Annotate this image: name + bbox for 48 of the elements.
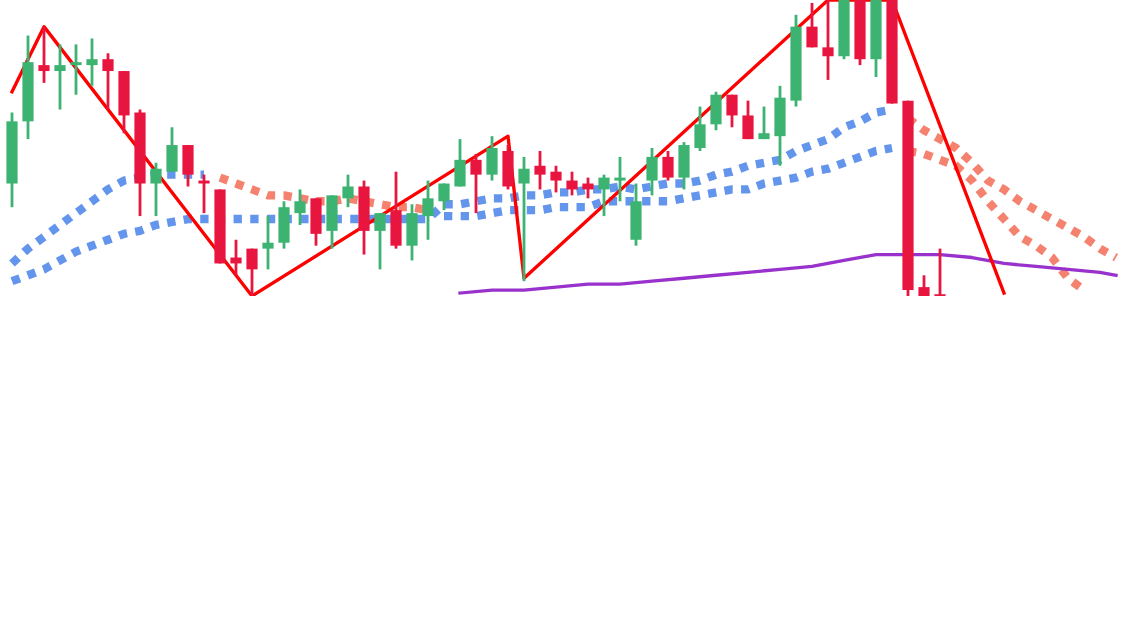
candlestick (278, 199, 290, 251)
candlestick (326, 193, 338, 251)
candlestick (246, 247, 258, 296)
candlestick (454, 137, 466, 188)
candlestick (358, 179, 370, 256)
candlestick (806, 1, 818, 49)
candlestick (86, 37, 98, 88)
candlestick (742, 99, 754, 141)
candlestick (342, 173, 354, 209)
candlestick (582, 176, 594, 200)
candlestick (294, 188, 306, 227)
candlestick (262, 214, 274, 271)
candlestick (518, 155, 530, 283)
candlestick (550, 164, 562, 194)
candlestick (694, 105, 706, 153)
candlestick (230, 238, 242, 277)
candlestick (422, 179, 434, 242)
candlestick (662, 149, 674, 182)
candlestick (710, 90, 722, 132)
candlestick (598, 173, 610, 218)
candlestick (614, 155, 626, 203)
candlestick (118, 69, 130, 135)
candlestick (822, 0, 834, 82)
candlestick (406, 202, 418, 262)
candlestick (678, 140, 690, 191)
candlestick (470, 152, 482, 215)
candlestick (534, 149, 546, 191)
candlestick (54, 43, 66, 111)
candlestick (502, 143, 514, 191)
candlestick (630, 182, 642, 248)
candlestick (390, 170, 402, 251)
candlestick (38, 25, 50, 85)
candlestick (438, 182, 450, 212)
candlestick (646, 146, 658, 197)
candlestick (198, 173, 210, 215)
candlestick (182, 143, 194, 188)
candlestick (150, 161, 162, 218)
candlestick (310, 196, 322, 248)
candlestick (70, 43, 82, 97)
candlestick (934, 247, 946, 296)
candlestick (486, 134, 498, 182)
candlestick (758, 105, 770, 141)
candlestick (726, 93, 738, 129)
candlestick (566, 170, 578, 197)
candlestick (774, 84, 786, 168)
candlestick (102, 51, 114, 111)
candlestick (374, 211, 386, 271)
candlestick (166, 125, 178, 174)
